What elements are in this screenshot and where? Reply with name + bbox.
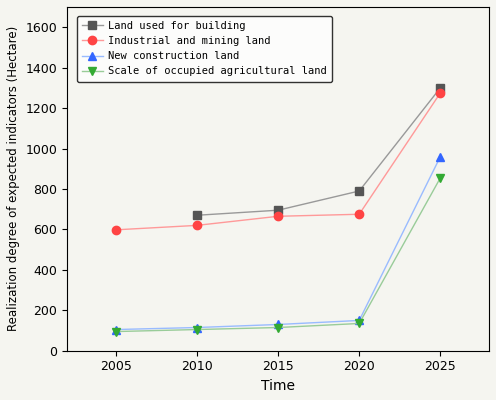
Scale of occupied agricultural land: [194, 327, 200, 332]
Line: Industrial and mining land: Industrial and mining land: [112, 89, 444, 234]
Scale of occupied agricultural land: [275, 325, 281, 330]
Industrial and mining land: [275, 214, 281, 219]
X-axis label: Time: Time: [261, 379, 295, 393]
New construction land: [275, 322, 281, 327]
Line: Scale of occupied agricultural land: Scale of occupied agricultural land: [112, 174, 444, 336]
Industrial and mining land: [194, 223, 200, 228]
Land used for building: [437, 86, 443, 90]
Industrial and mining land: [356, 212, 362, 217]
Y-axis label: Realization degree of expected indicators (Hectare): Realization degree of expected indicator…: [7, 26, 20, 332]
New construction land: [356, 318, 362, 323]
New construction land: [113, 327, 119, 332]
Land used for building: [275, 208, 281, 213]
Land used for building: [194, 213, 200, 218]
Scale of occupied agricultural land: [356, 321, 362, 326]
New construction land: [437, 154, 443, 159]
Legend: Land used for building, Industrial and mining land, New construction land, Scale: Land used for building, Industrial and m…: [76, 16, 332, 82]
Line: New construction land: New construction land: [112, 152, 444, 334]
Industrial and mining land: [113, 228, 119, 232]
New construction land: [194, 325, 200, 330]
Scale of occupied agricultural land: [113, 329, 119, 334]
Industrial and mining land: [437, 90, 443, 95]
Land used for building: [356, 188, 362, 193]
Line: Land used for building: Land used for building: [193, 84, 444, 220]
Scale of occupied agricultural land: [437, 176, 443, 180]
